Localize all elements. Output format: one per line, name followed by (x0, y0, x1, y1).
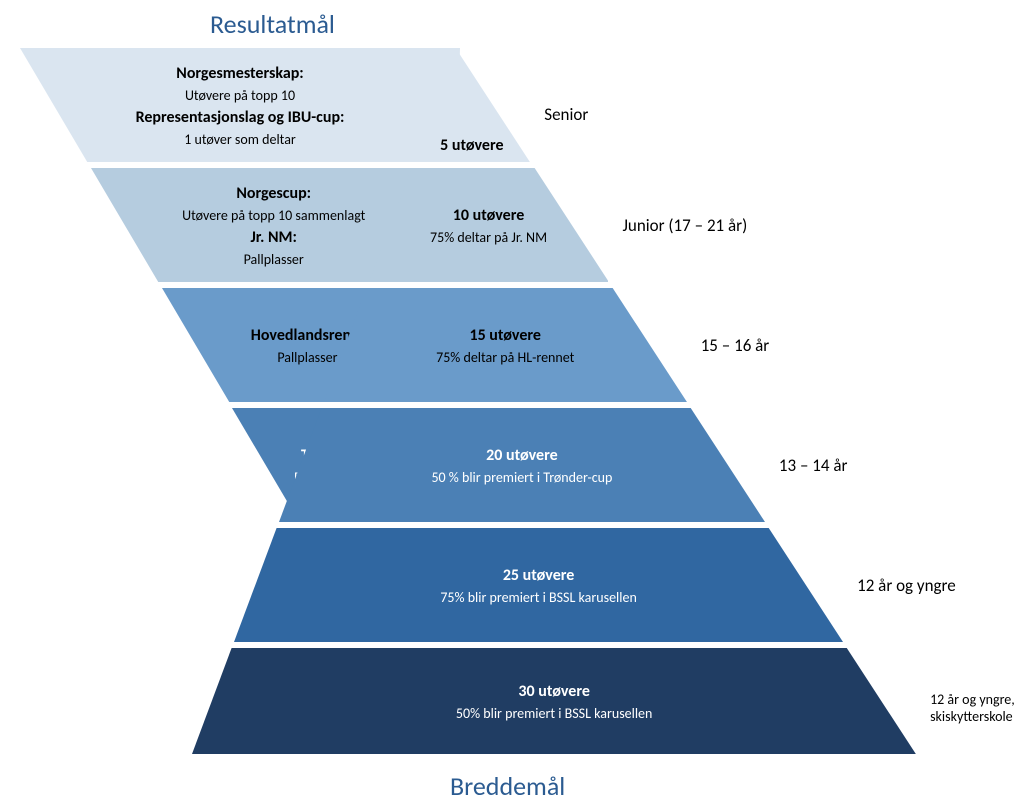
right-text-0-line-0: 5 utøvere (322, 136, 622, 155)
right-layer-2 (324, 288, 687, 402)
side-label-4: 12 år og yngre (857, 575, 956, 596)
right-text-4-line-1: 75% blir premiert i BSSL karusellen (389, 589, 689, 606)
right-text-2-line-0: 15 utøvere (355, 326, 655, 345)
left-text-0-line-1: Utøvere på topp 10 (90, 87, 390, 104)
right-text-2-line-1: 75% deltar på HL-rennet (355, 349, 655, 366)
side-label-0: Senior (544, 104, 588, 125)
right-layer-3 (279, 408, 765, 522)
side-label-5: 12 år og yngre, skiskytterskole (930, 691, 1032, 725)
right-text-5-line-0: 30 utøvere (404, 682, 704, 701)
side-label-1: Junior (17 – 21 år) (622, 215, 747, 236)
side-label-3: 13 – 14 år (779, 455, 848, 476)
right-text-5-line-1: 50% blir premiert i BSSL karusellen (404, 705, 704, 722)
right-text-1-line-1: 75% deltar på Jr. NM (339, 229, 639, 246)
right-text-1-line-0: 10 utøvere (339, 206, 639, 225)
title-top: Resultatmål (210, 8, 335, 40)
left-text-0-line-2: Representasjonslag og IBU-cup: (90, 108, 390, 127)
title-bottom: Breddemål (450, 770, 565, 802)
right-layer-1 (369, 168, 609, 282)
right-text-4-line-0: 25 utøvere (389, 566, 689, 585)
left-text-0-line-0: Norgesmesterskap: (90, 64, 390, 83)
right-layer-5 (192, 648, 916, 754)
right-text-3-line-1: 50 % blir premiert i Trønder-cup (372, 469, 672, 486)
right-text-3-line-0: 20 utøvere (372, 446, 672, 465)
right-layer-4 (234, 528, 843, 642)
side-label-2: 15 – 16 år (701, 335, 770, 356)
